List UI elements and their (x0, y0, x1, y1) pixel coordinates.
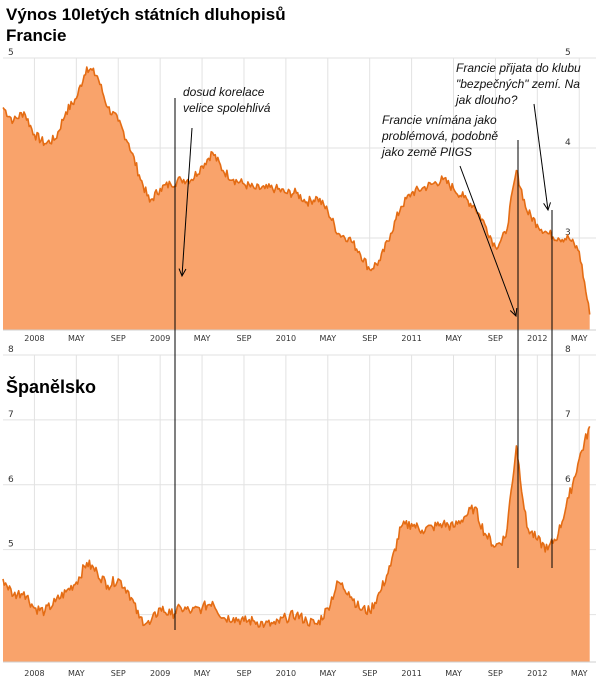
annotation-text: velice spolehlivá (183, 101, 271, 115)
annotation-text: Francie přijata do klubu (456, 61, 581, 75)
annotation-arrowhead (178, 268, 187, 278)
y-tick-label: 7 (8, 410, 14, 420)
y-tick-label: 5 (8, 48, 14, 58)
y-tick-label: 5 (565, 48, 571, 58)
panel-title-france: Francie (6, 26, 66, 45)
x-tick-label: MAY (445, 669, 462, 678)
y-tick-label: 7 (565, 410, 571, 420)
x-tick-label: MAY (68, 669, 85, 678)
annotation-arrowhead (543, 202, 551, 212)
y-tick-label: 4 (565, 138, 571, 148)
x-tick-label: MAY (194, 334, 211, 343)
series-area (3, 426, 590, 662)
x-tick-label: SEP (111, 669, 126, 678)
x-tick-label: 2008 (24, 334, 44, 343)
x-tick-label: MAY (194, 669, 211, 678)
x-tick-label: SEP (362, 669, 377, 678)
x-tick-label: 2010 (276, 669, 296, 678)
annotation-arrow (181, 127, 193, 277)
x-tick-label: 2008 (24, 669, 44, 678)
annotation-arrowhead (509, 307, 518, 318)
annotation-text: dosud korelace (183, 85, 265, 99)
annotation-text: jak dlouho? (454, 93, 518, 107)
x-tick-label: 2009 (150, 669, 170, 678)
chart-title: Výnos 10letých státních dluhopisů (6, 5, 286, 24)
annotation-text: jako země PIIGS (380, 145, 472, 159)
x-tick-label: SEP (111, 334, 126, 343)
x-tick-label: 2011 (401, 334, 421, 343)
x-tick-label: SEP (488, 334, 503, 343)
x-tick-label: MAY (319, 669, 336, 678)
x-tick-label: MAY (68, 334, 85, 343)
y-tick-label: 5 (8, 540, 14, 550)
annotation-text: Francie vnímána jako (382, 113, 497, 127)
panel-title-spain: Španělsko (6, 376, 96, 397)
annotation-arrow (459, 165, 517, 317)
x-tick-label: 2012 (527, 669, 547, 678)
x-tick-label: SEP (236, 334, 251, 343)
y-tick-label: 8 (565, 345, 571, 355)
annotation-text: "bezpečných" zemí. Na (456, 77, 580, 91)
y-tick-label: 6 (565, 475, 571, 485)
x-tick-label: 2011 (401, 669, 421, 678)
x-tick-label: 2012 (527, 334, 547, 343)
x-tick-label: 2010 (276, 334, 296, 343)
event-markers (174, 98, 553, 630)
france-panel: 3344552008MAYSEP2009MAYSEP2010MAYSEP2011… (2, 48, 596, 343)
x-tick-label: MAY (319, 334, 336, 343)
y-tick-label: 8 (8, 345, 14, 355)
x-tick-label: MAY (571, 669, 588, 678)
x-tick-label: 2009 (150, 334, 170, 343)
x-tick-label: MAY (571, 334, 588, 343)
series-area (3, 67, 590, 330)
x-tick-label: SEP (488, 669, 503, 678)
x-tick-label: SEP (362, 334, 377, 343)
annotation-text: problémová, podobně (381, 129, 498, 143)
x-tick-label: SEP (236, 669, 251, 678)
annotation-arrow (533, 103, 549, 211)
series-line (2, 426, 591, 628)
annotations: dosud korelace velice spolehlivá Francie v… (178, 61, 581, 318)
spain-panel: 44556677882008MAYSEP2009MAYSEP2010MAYSEP… (2, 345, 596, 678)
series-line (2, 66, 591, 315)
y-tick-label: 6 (8, 475, 14, 485)
y-tick-label: 3 (565, 228, 571, 238)
x-tick-label: MAY (445, 334, 462, 343)
